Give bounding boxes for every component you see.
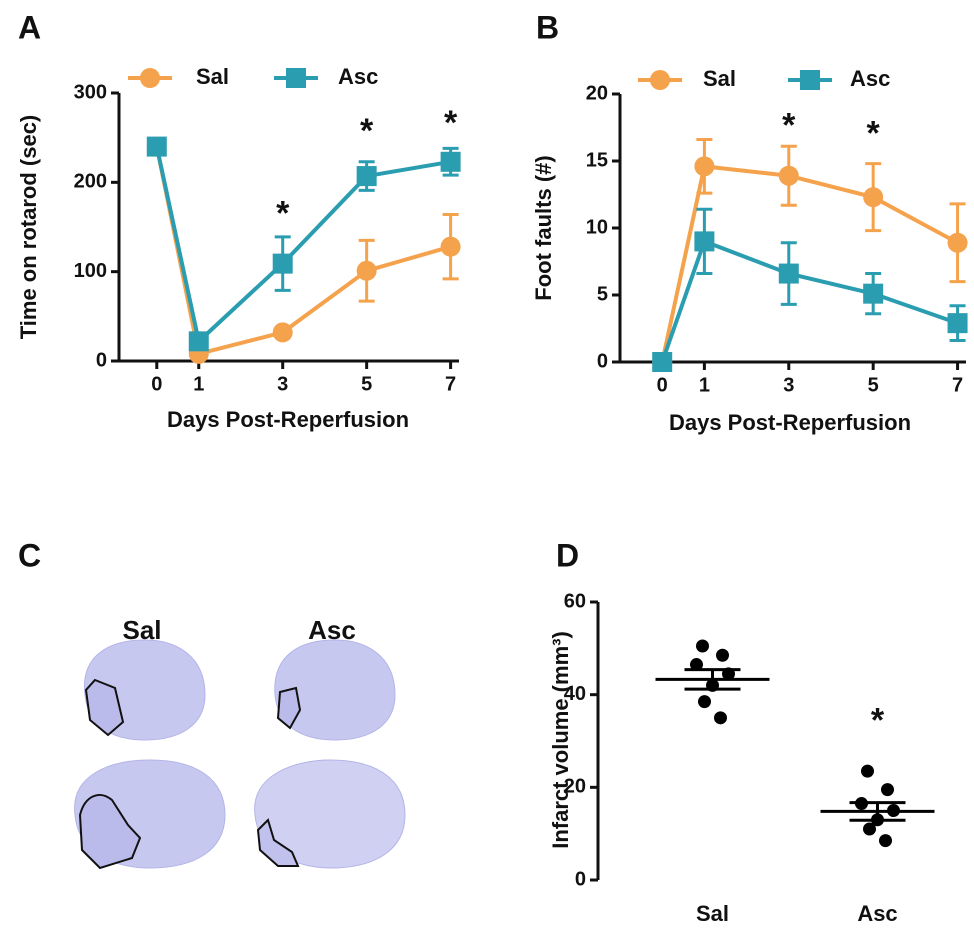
marker (778, 165, 799, 186)
x-tick-label: 5 (868, 374, 879, 396)
marker (440, 151, 461, 172)
x-tick-label: 0 (151, 373, 162, 395)
y-tick-label: 0 (575, 868, 586, 890)
data-point (881, 783, 894, 797)
marker (694, 156, 715, 177)
panel-letter: D (556, 537, 579, 573)
series-line (660, 164, 959, 363)
marker (863, 187, 884, 208)
significance-mark: * (782, 106, 796, 144)
x-tick-label: 7 (952, 374, 963, 396)
legend-marker (650, 70, 670, 90)
significance-mark: * (276, 194, 290, 232)
data-point (696, 639, 709, 653)
x-tick-label: 1 (193, 373, 204, 395)
significance-mark: * (444, 104, 458, 142)
y-tick-label: 5 (597, 283, 608, 305)
y-tick-label: 200 (74, 171, 107, 193)
infarct-outline (84, 678, 125, 737)
y-tick-label: 20 (564, 776, 586, 798)
infarct-outline (276, 686, 302, 730)
x-tick-label: 5 (361, 373, 372, 395)
legend-marker (286, 68, 306, 88)
legend-label: Sal (703, 66, 736, 91)
data-point (863, 822, 876, 836)
infarct-outline (256, 818, 300, 867)
marker (947, 232, 968, 253)
marker (272, 253, 293, 274)
marker (652, 352, 673, 372)
series-line (154, 146, 451, 346)
slice-label: Asc (308, 615, 356, 645)
slice (274, 639, 396, 741)
data-point (690, 658, 703, 672)
sem-bar (684, 668, 741, 691)
panel-letter: B (536, 9, 559, 45)
significance-mark: * (360, 112, 374, 150)
series-line (154, 146, 452, 357)
y-tick-label: 100 (74, 260, 107, 282)
significance-mark: * (867, 115, 881, 153)
data-point (714, 711, 727, 725)
data-point (698, 695, 711, 709)
marker (188, 331, 209, 352)
legend-label: Sal (196, 64, 229, 89)
series-line (660, 238, 959, 363)
y-tick-label: 300 (74, 81, 107, 103)
x-axis-title: Days Post-Reperfusion (669, 410, 911, 435)
y-axis-title: Infarct volume (mm³) (548, 631, 573, 849)
y-tick-label: 10 (586, 216, 608, 238)
marker (863, 283, 884, 304)
x-tick-label: Asc (857, 901, 897, 926)
y-axis-title: Time on rotarod (sec) (16, 115, 41, 340)
y-tick-label: 0 (96, 349, 107, 371)
marker (146, 136, 167, 157)
y-tick-label: 20 (586, 82, 608, 104)
panel-letter: C (18, 537, 41, 573)
panel-letter: A (18, 9, 41, 45)
data-point (716, 648, 729, 662)
y-tick-label: 15 (586, 149, 608, 171)
legend-label: Asc (850, 66, 890, 91)
significance-mark: * (871, 701, 885, 739)
y-tick-label: 0 (597, 350, 608, 372)
marker (356, 260, 377, 281)
y-axis-title: Foot faults (#) (531, 155, 556, 300)
x-tick-label: 0 (657, 374, 668, 396)
marker (694, 231, 715, 252)
legend-marker (140, 68, 160, 88)
slice-label: Sal (122, 615, 161, 645)
sem-bar (849, 801, 906, 822)
marker (440, 236, 461, 257)
brain-slices (74, 639, 406, 870)
marker (356, 166, 377, 187)
infarct-outline (78, 794, 142, 870)
slice (254, 759, 406, 869)
legend-marker (800, 70, 820, 90)
x-tick-label: 1 (699, 374, 710, 396)
y-tick-label: 40 (564, 683, 586, 705)
marker (947, 313, 968, 334)
y-tick-label: 60 (564, 590, 586, 612)
x-tick-label: 7 (445, 373, 456, 395)
x-tick-label: 3 (783, 374, 794, 396)
legend-label: Asc (338, 64, 378, 89)
marker (272, 322, 293, 343)
x-axis-title: Days Post-Reperfusion (167, 407, 409, 432)
x-tick-label: 3 (277, 373, 288, 395)
x-tick-label: Sal (696, 901, 729, 926)
marker (778, 263, 799, 284)
data-point (861, 764, 874, 778)
data-point (879, 834, 892, 848)
